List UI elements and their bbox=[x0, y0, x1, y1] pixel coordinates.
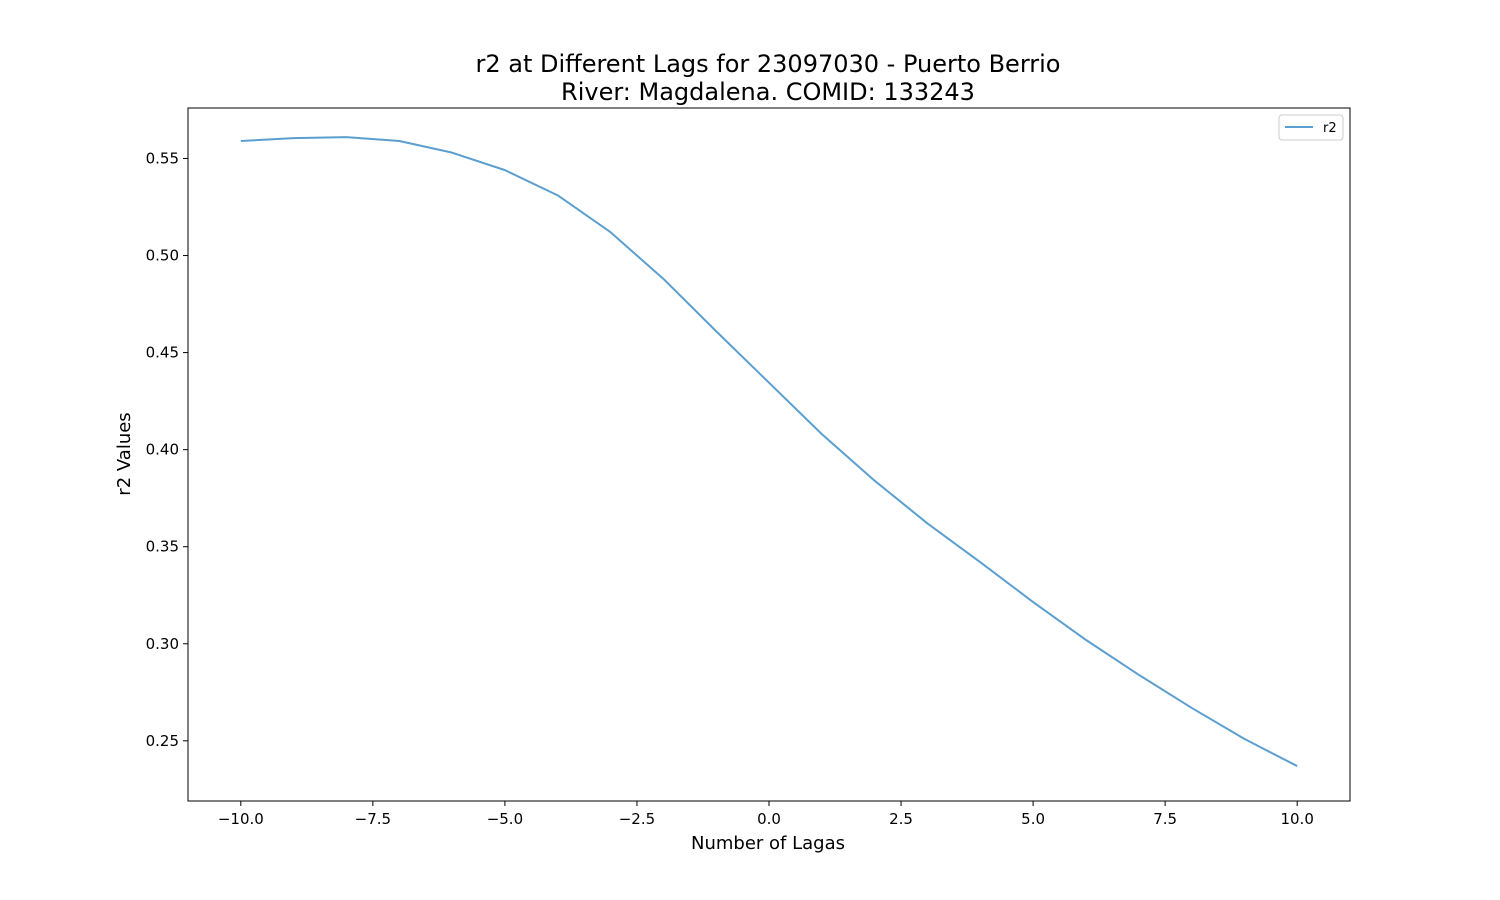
x-tick-label: −10.0 bbox=[218, 810, 264, 828]
y-tick-label: 0.40 bbox=[146, 441, 179, 459]
y-axis-label: r2 Values bbox=[114, 412, 135, 495]
chart-title: r2 at Different Lags for 23097030 - Puer… bbox=[476, 50, 1061, 78]
x-tick-label: −5.0 bbox=[487, 810, 523, 828]
x-tick-label: 2.5 bbox=[889, 810, 913, 828]
y-tick-label: 0.25 bbox=[146, 732, 179, 750]
x-tick-label: 10.0 bbox=[1280, 810, 1313, 828]
legend: r2 bbox=[1278, 114, 1344, 141]
x-tick-label: −7.5 bbox=[355, 810, 391, 828]
x-tick-label: 0.0 bbox=[757, 810, 781, 828]
chart-subtitle: River: Magdalena. COMID: 133243 bbox=[561, 78, 975, 106]
x-axis-ticks: −10.0 −7.5 −5.0 −2.5 0.0 2.5 5.0 7.5 10.0 bbox=[218, 801, 1314, 828]
plot-area bbox=[240, 136, 1298, 767]
series-line-r2 bbox=[240, 136, 1298, 767]
y-tick-label: 0.50 bbox=[146, 247, 179, 265]
x-tick-label: 7.5 bbox=[1153, 810, 1177, 828]
y-tick-label: 0.35 bbox=[146, 538, 179, 556]
x-tick-label: −2.5 bbox=[619, 810, 655, 828]
y-axis-ticks: 0.25 0.30 0.35 0.40 0.45 0.50 0.55 bbox=[146, 149, 188, 750]
x-axis-label: Number of Lagas bbox=[691, 833, 845, 854]
x-tick-label: 5.0 bbox=[1021, 810, 1045, 828]
y-tick-label: 0.45 bbox=[146, 344, 179, 362]
legend-label: r2 bbox=[1323, 121, 1337, 136]
y-tick-label: 0.55 bbox=[146, 149, 179, 167]
y-tick-label: 0.30 bbox=[146, 635, 179, 653]
